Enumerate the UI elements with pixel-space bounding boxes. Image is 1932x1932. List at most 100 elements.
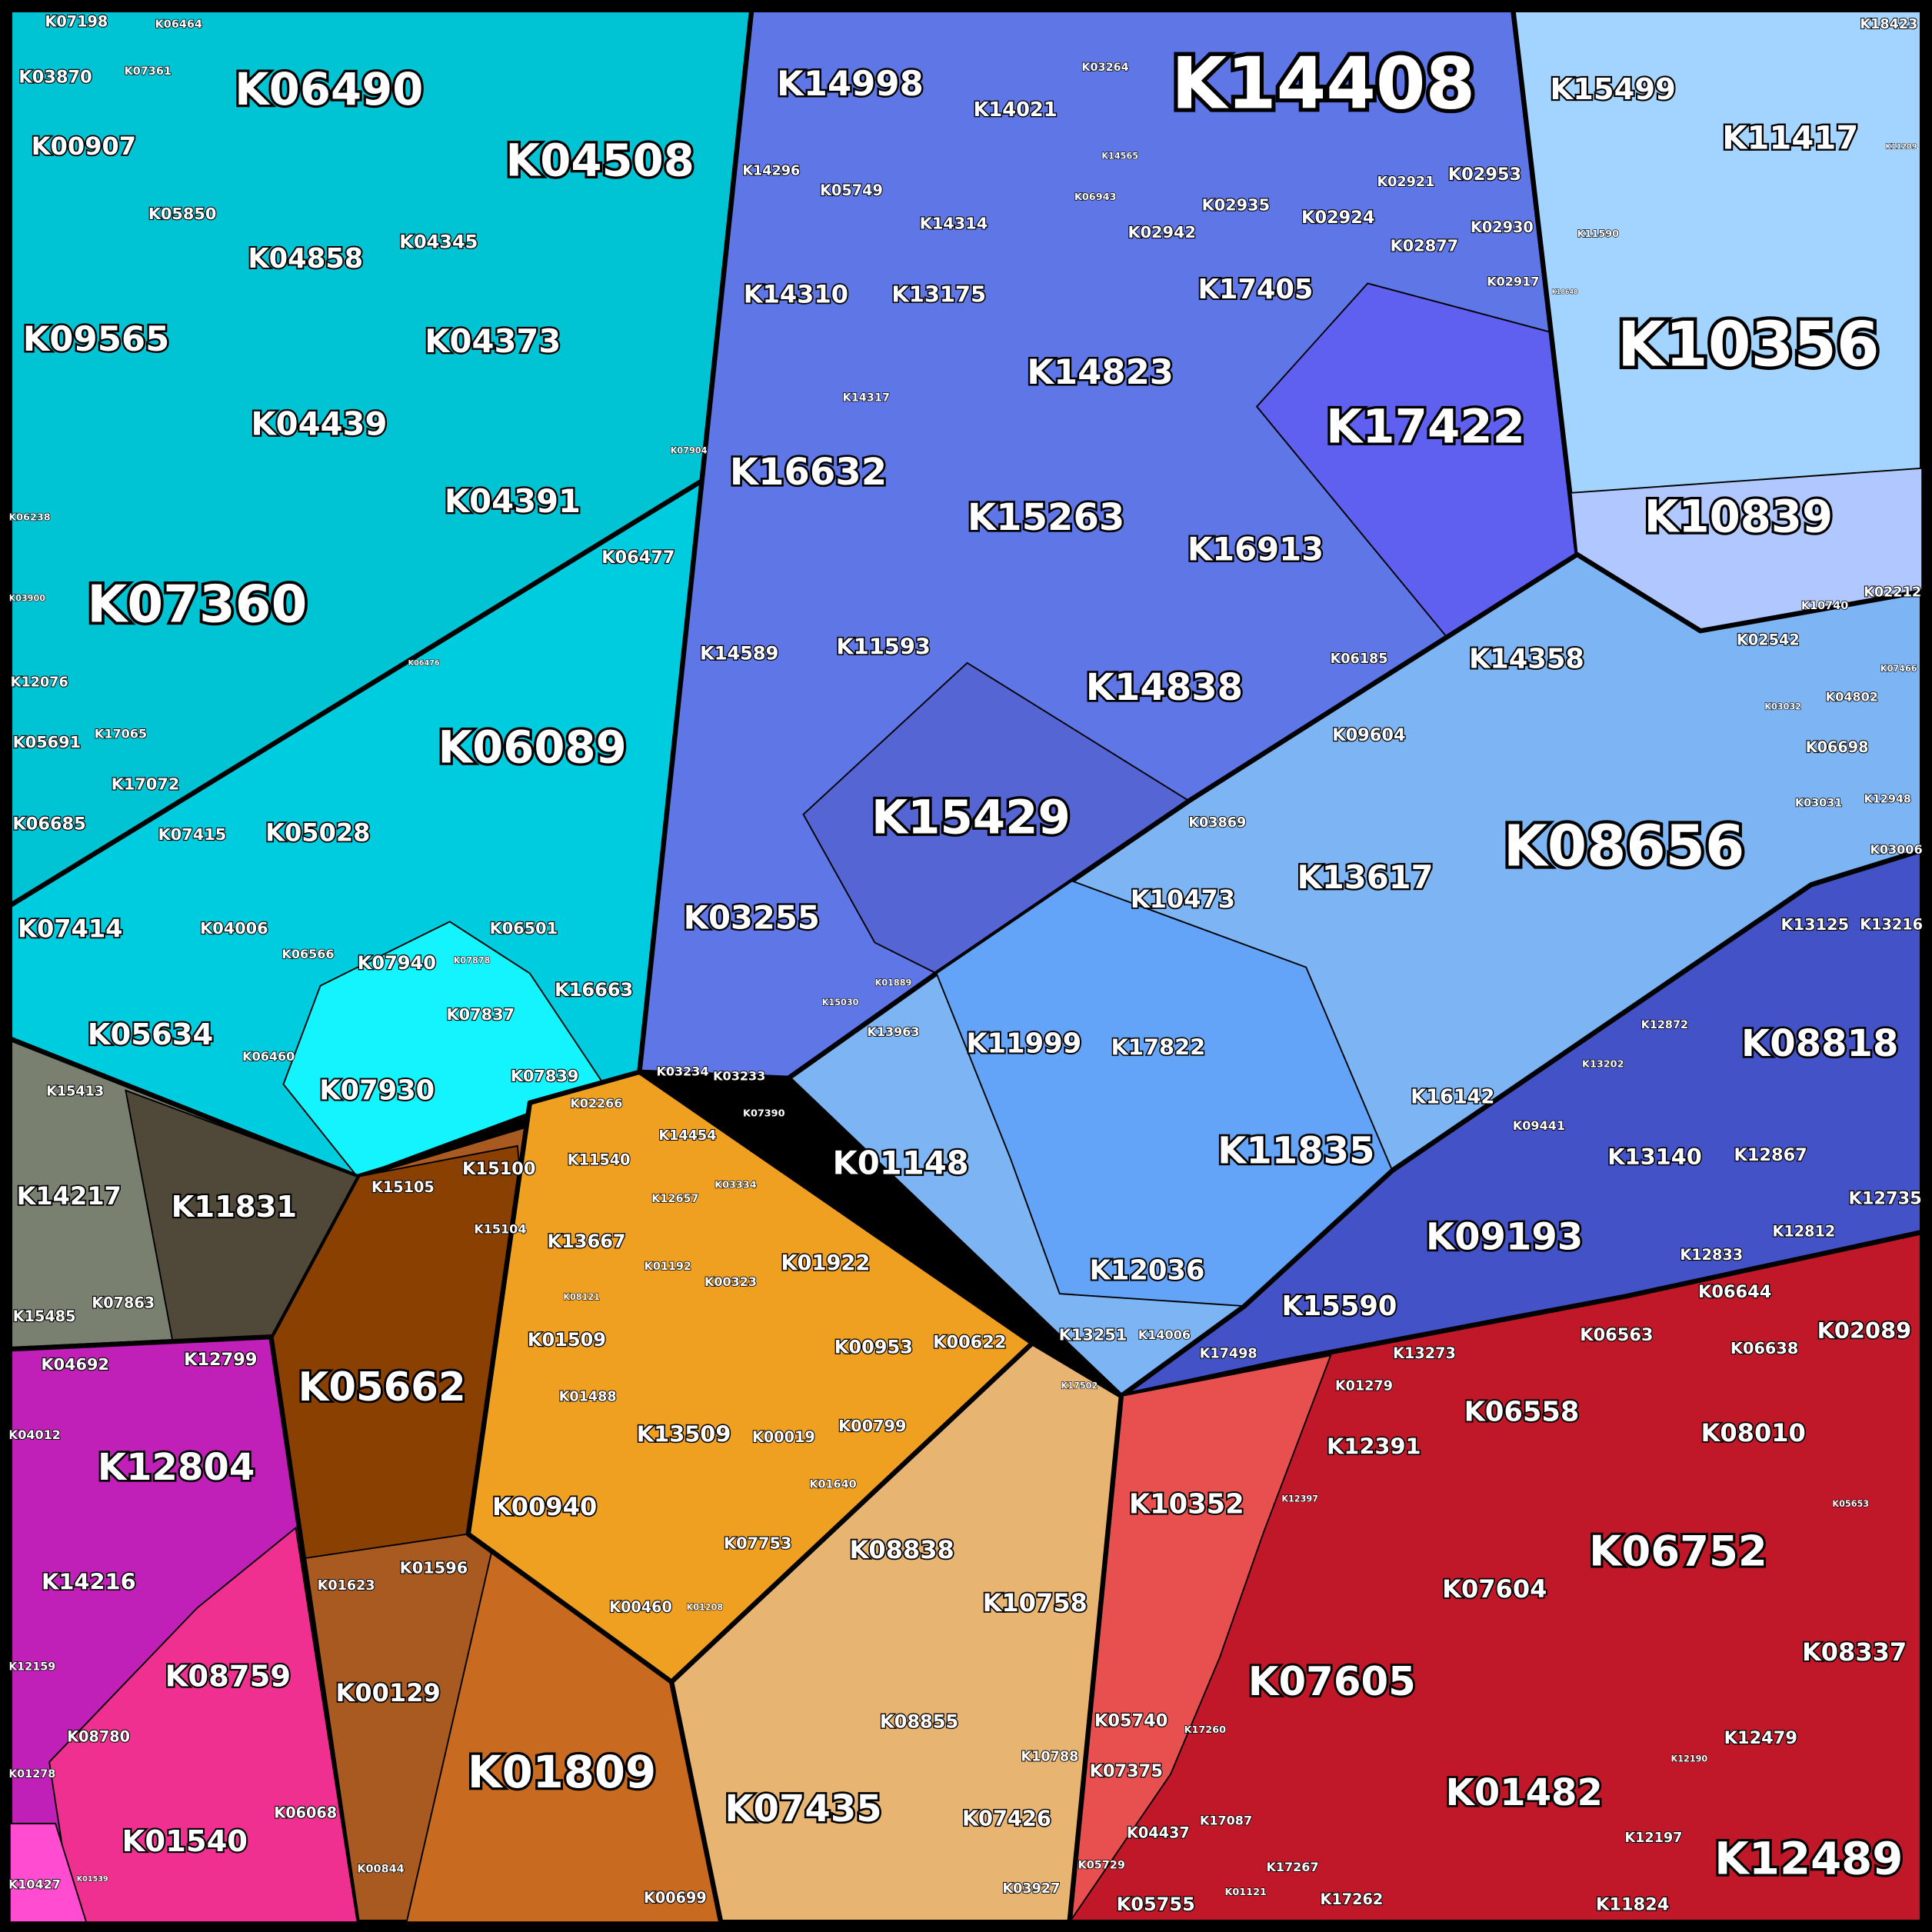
cell-label: K12159 (8, 1661, 55, 1674)
cell-label: K07878 (454, 956, 491, 966)
cell-label: K03006 (1870, 842, 1922, 857)
cell-label: K02953 (1448, 165, 1521, 185)
cell-label: K11417 (1722, 119, 1858, 157)
cell-label: K08121 (563, 1292, 600, 1302)
cell-label: K14998 (777, 63, 924, 104)
cell-label: K05755 (1117, 1894, 1195, 1915)
cell-label: K17267 (1266, 1860, 1318, 1874)
cell-label: K16913 (1188, 531, 1324, 568)
cell-label: K12867 (1734, 1145, 1807, 1165)
cell-label: K14317 (843, 391, 890, 404)
cell-label: K15105 (371, 1178, 435, 1196)
cell-label: K14021 (974, 98, 1058, 122)
cell-label: K17422 (1326, 400, 1525, 455)
cell-label: K00019 (752, 1428, 815, 1446)
cell-label: K15429 (871, 791, 1071, 845)
cell-label: K09565 (23, 318, 170, 359)
cell-label: K12833 (1680, 1246, 1743, 1264)
cell-label: K15263 (968, 496, 1124, 539)
cell-label: K12948 (1864, 794, 1911, 806)
cell-label: K04006 (200, 919, 268, 938)
cell-label: K05850 (148, 205, 217, 223)
cell-label: K07904 (671, 445, 708, 455)
cell-label: K13202 (1582, 1059, 1624, 1071)
cell-label: K06698 (1806, 738, 1869, 756)
cell-label: K15590 (1281, 1291, 1397, 1322)
cell-label: K01540 (122, 1824, 248, 1859)
cell-label: K17065 (95, 726, 147, 741)
cell-label: K14296 (742, 164, 800, 179)
cell-label: K06238 (8, 511, 51, 523)
cell-label: K07930 (319, 1074, 435, 1106)
cell-label: K03234 (656, 1064, 708, 1078)
cell-label: K06464 (155, 18, 202, 31)
cell-label: K14314 (920, 215, 988, 233)
cell-label: K14454 (658, 1128, 716, 1144)
cell-label: K17087 (1200, 1813, 1252, 1827)
cell-label: K03264 (1081, 62, 1128, 74)
cell-label: K11824 (1596, 1894, 1669, 1914)
cell-label: K06685 (12, 814, 85, 834)
cell-label: K05662 (298, 1364, 466, 1411)
cell-label: K06477 (601, 548, 675, 568)
cell-label: K02930 (1471, 218, 1534, 236)
cell-label: K06563 (1580, 1325, 1653, 1345)
cell-label: K09604 (1332, 725, 1405, 745)
cell-label: K01278 (8, 1768, 55, 1780)
cell-label: K01623 (318, 1578, 375, 1594)
cell-label: K02935 (1202, 196, 1271, 215)
cell-label: K06476 (408, 659, 440, 668)
cell-label: K12197 (1624, 1830, 1682, 1846)
cell-label: K03334 (715, 1180, 757, 1191)
cell-label: K02917 (1487, 274, 1539, 288)
cell-label: K06558 (1464, 1397, 1580, 1428)
cell-label: K12804 (98, 1446, 255, 1489)
cell-label: K00953 (834, 1337, 913, 1358)
cell-label: K02877 (1391, 236, 1459, 255)
cell-label: K06089 (438, 721, 626, 773)
cell-label: K07198 (45, 12, 108, 30)
cell-label: K15104 (474, 1221, 526, 1236)
cell-label: K01922 (781, 1251, 870, 1275)
cell-label: K15100 (462, 1159, 535, 1179)
cell-label: K14838 (1086, 666, 1243, 709)
cell-label: K06501 (490, 919, 558, 938)
cell-label: K14310 (744, 279, 848, 308)
cell-label: K03869 (1188, 815, 1246, 831)
cell-label: K10758 (983, 1588, 1088, 1617)
cell-label: K02212 (1864, 585, 1921, 601)
cell-label: K08656 (1504, 814, 1744, 879)
cell-label: K08010 (1701, 1418, 1806, 1447)
cell-label: K14006 (1138, 1327, 1191, 1342)
cell-label: K07360 (87, 574, 307, 634)
cell-label: K02921 (1377, 175, 1434, 190)
cell-label: K03900 (8, 594, 45, 604)
cell-label: K00129 (336, 1678, 441, 1707)
cell-label: K12391 (1327, 1433, 1421, 1459)
cell-label: K11540 (568, 1151, 631, 1169)
cell-label: K01596 (400, 1558, 468, 1577)
cell-label: K08337 (1802, 1637, 1907, 1667)
cell-label: K13140 (1607, 1144, 1702, 1170)
cell-label: K04858 (248, 243, 363, 275)
cell-label: K12657 (651, 1193, 698, 1205)
cell-label: K07940 (358, 952, 436, 974)
cell-label: K04437 (1127, 1824, 1190, 1841)
cell-label: K15499 (1550, 72, 1676, 107)
cell-label: K02542 (1737, 631, 1800, 649)
cell-label: K01148 (833, 1144, 969, 1182)
cell-label: K12397 (1281, 1494, 1318, 1504)
cell-label: K06644 (1698, 1282, 1771, 1302)
cell-label: K01488 (559, 1390, 617, 1405)
cell-label: K10788 (1021, 1750, 1078, 1765)
cell-label: K14358 (1469, 644, 1584, 675)
cell-label: K08818 (1741, 1022, 1898, 1065)
cell-label: K04373 (425, 322, 561, 360)
cell-label: K07605 (1248, 1659, 1416, 1705)
cell-label: K10473 (1131, 884, 1235, 914)
cell-label: K07863 (92, 1294, 155, 1311)
cell-label: K06752 (1589, 1526, 1767, 1575)
cell-label: K05653 (1832, 1499, 1869, 1509)
cell-label: K05729 (1078, 1859, 1125, 1871)
